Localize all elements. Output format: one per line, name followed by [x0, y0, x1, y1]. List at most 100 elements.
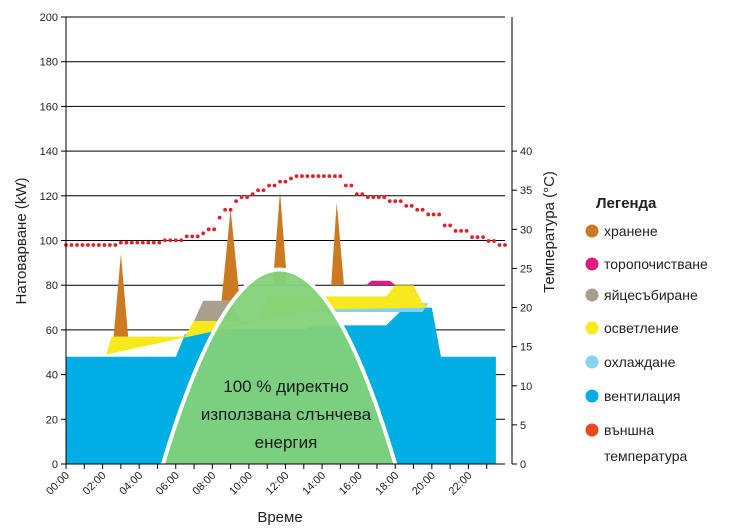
temperature-point	[261, 188, 266, 193]
series-feeding-spike-2	[221, 209, 240, 301]
temperature-point	[338, 174, 343, 179]
temperature-point	[195, 234, 200, 239]
temperature-point	[387, 199, 392, 204]
temperature-point	[97, 243, 101, 247]
temperature-point	[157, 240, 162, 245]
legend-swatch	[585, 355, 599, 369]
y2-tick-label: 15	[520, 342, 532, 354]
temperature-point	[184, 234, 189, 239]
temperature-point	[470, 235, 474, 240]
temperature-point	[140, 240, 145, 245]
temperature-point	[289, 176, 293, 181]
y-tick-label: 180	[40, 57, 58, 69]
temperature-point	[173, 238, 178, 243]
y-tick-label: 140	[40, 146, 58, 158]
temperature-point	[343, 183, 348, 188]
temperature-point	[118, 240, 123, 245]
y-tick-label: 60	[46, 325, 58, 337]
y2-tick-label: 40	[520, 146, 532, 158]
y2-tick-label: 30	[520, 224, 532, 236]
temperature-point	[415, 207, 420, 212]
temperature-point	[228, 207, 233, 212]
legend-label: осветление	[604, 320, 679, 336]
temperature-point	[239, 195, 244, 200]
temperature-point	[223, 207, 228, 212]
temperature-point	[212, 227, 217, 232]
y2-axis-title: Температура (°C)	[541, 171, 558, 293]
annotation-text-line2: използвана слънчева	[201, 405, 372, 424]
series-feeding-spike-4	[331, 202, 344, 286]
temperature-point	[151, 240, 156, 245]
temperature-point	[234, 199, 239, 204]
y2-tick-label: 5	[520, 420, 526, 432]
temperature-point	[69, 243, 74, 247]
temperature-point	[404, 203, 409, 208]
temperature-point	[300, 174, 304, 179]
legend-swatch	[585, 423, 599, 437]
legend: Легенда хранене торопочистване яйцесъбиран…	[585, 195, 708, 464]
annotation-text-line3: енергия	[255, 433, 318, 452]
temperature-series	[64, 174, 507, 247]
x-tick-label: 22:00	[447, 470, 475, 498]
legend-swatch	[585, 257, 599, 271]
temperature-point	[475, 235, 480, 240]
temperature-point	[267, 183, 271, 188]
legend-title: Легенда	[596, 195, 657, 212]
temperature-point	[75, 243, 79, 247]
temperature-point	[376, 195, 381, 200]
x-tick-label: 16:00	[337, 470, 365, 498]
temperature-point	[354, 192, 359, 197]
y2-tick-label: 35	[520, 185, 532, 197]
temperature-point	[398, 199, 403, 204]
legend-swatch	[585, 321, 599, 335]
temperature-point	[371, 195, 376, 200]
temperature-point	[486, 239, 491, 243]
x-tick-label: 02:00	[81, 470, 109, 498]
temperature-point	[129, 240, 134, 245]
temperature-point	[80, 243, 85, 247]
temperature-point	[201, 231, 206, 236]
x-tick-label: 00:00	[44, 470, 72, 498]
legend-swatch	[585, 389, 599, 403]
temperature-point	[102, 243, 107, 247]
temperature-point	[135, 240, 140, 245]
temperature-point	[464, 228, 469, 233]
temperature-point	[86, 243, 90, 247]
temperature-point	[272, 183, 277, 188]
temperature-point	[179, 238, 184, 243]
temperature-point	[497, 243, 502, 247]
x-tick-label: 04:00	[117, 470, 145, 498]
temperature-point	[113, 243, 118, 247]
temperature-point	[294, 174, 299, 179]
temperature-point	[311, 174, 315, 179]
legend-swatch	[585, 224, 599, 238]
temperature-point	[124, 240, 129, 245]
temperature-point	[453, 228, 458, 233]
legend-label: хранене	[604, 223, 658, 239]
legend-label: външна	[604, 422, 654, 438]
x-tick-label: 10:00	[227, 470, 255, 498]
solar-energy-area	[161, 267, 398, 465]
y-tick-label: 100	[40, 236, 58, 248]
temperature-point	[168, 238, 173, 243]
temperature-point	[250, 192, 255, 197]
temperature-point	[365, 195, 370, 200]
x-tick-label: 06:00	[154, 470, 182, 498]
temperature-point	[420, 207, 425, 212]
x-tick-label: 08:00	[191, 470, 219, 498]
y-axis-title: Натоварване (kW)	[13, 178, 30, 305]
y-tick-label: 160	[40, 101, 58, 113]
legend-label: торопочистване	[604, 256, 708, 272]
temperature-point	[431, 212, 436, 217]
series-feeding-spike-1	[113, 253, 129, 337]
temperature-point	[481, 235, 485, 240]
temperature-point	[448, 223, 453, 228]
temperature-point	[327, 174, 332, 179]
temperature-point	[492, 239, 496, 243]
y-tick-label: 80	[46, 280, 58, 292]
temperature-point	[305, 174, 310, 179]
temperature-point	[322, 174, 326, 179]
temperature-point	[206, 227, 211, 232]
legend-label: охлаждане	[604, 354, 676, 370]
